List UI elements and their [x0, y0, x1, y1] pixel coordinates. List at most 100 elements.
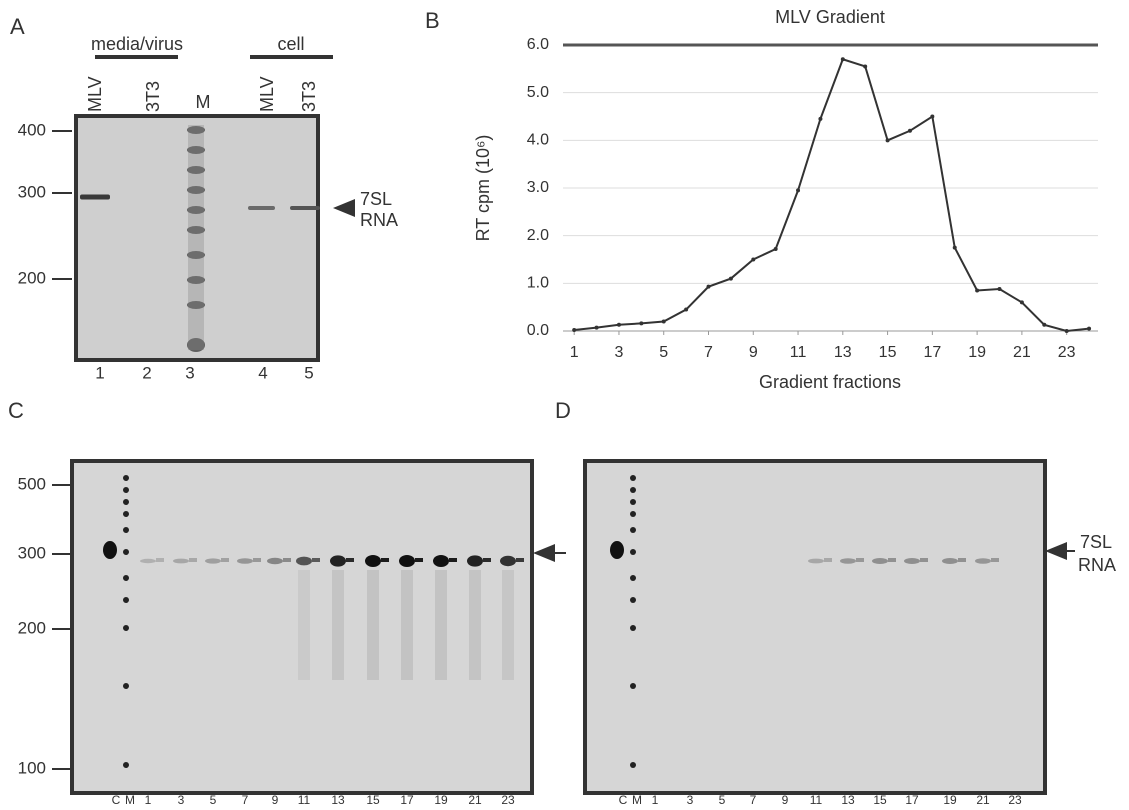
lane-number: 1 [95, 363, 104, 382]
data-point [706, 284, 711, 289]
gel-band-mid [221, 558, 229, 562]
x-tick-label: 1 [570, 344, 579, 361]
marker-band [123, 511, 129, 517]
x-tick-label: 9 [749, 344, 758, 361]
lane-label: 7 [242, 793, 249, 807]
marker-band [187, 186, 205, 194]
lane-label: 7 [750, 793, 757, 807]
marker-band [630, 683, 636, 689]
lane-label: 21 [468, 793, 482, 807]
marker-band [630, 625, 636, 631]
marker-band [630, 575, 636, 581]
gel-band-mid [516, 558, 524, 562]
gel-smear [298, 570, 310, 680]
lane-label: M [632, 793, 642, 807]
y-tick-label: 4.0 [527, 132, 549, 149]
data-point [639, 321, 644, 326]
data-point [594, 325, 599, 330]
data-point [997, 287, 1002, 292]
y-tick-label: 2.0 [527, 227, 549, 244]
x-tick-label: 21 [1013, 344, 1031, 361]
marker-band [187, 338, 205, 352]
data-point [751, 257, 756, 262]
marker-band [630, 487, 636, 493]
panel-label: A [10, 14, 25, 39]
marker-band [123, 597, 129, 603]
data-point [773, 247, 778, 252]
lane-label: 17 [905, 793, 919, 807]
gel [70, 459, 534, 795]
y-tick-label: 6.0 [527, 36, 549, 53]
lane-label: 3T3 [143, 81, 163, 112]
y-tick-label: 5.0 [527, 84, 549, 101]
gel-band-mid [283, 558, 291, 562]
arrow [1045, 542, 1067, 560]
lane-number: 2 [142, 363, 151, 382]
marker-smear [188, 125, 204, 350]
gel-band [942, 558, 958, 564]
data-point [930, 114, 935, 119]
control-band [610, 541, 624, 559]
gel-band [467, 555, 483, 567]
marker-band [123, 527, 129, 533]
lane-label: 11 [298, 793, 311, 807]
y-tick-label: 0.0 [527, 322, 549, 339]
lane-label: 3T3 [299, 81, 319, 112]
lane-label: 9 [272, 793, 279, 807]
gel-band [904, 558, 920, 564]
marker-band [187, 251, 205, 259]
data-point [661, 319, 666, 324]
control-band [103, 541, 117, 559]
marker-band [630, 511, 636, 517]
gel-band-mid [483, 558, 491, 562]
x-axis-label: Gradient fractions [759, 372, 901, 392]
lane-number: 5 [304, 363, 313, 382]
data-point [975, 288, 980, 293]
gel-band [205, 558, 221, 564]
lane-label: C [112, 793, 121, 807]
x-tick-label: 3 [615, 344, 624, 361]
lane-label: 15 [873, 793, 887, 807]
lane-label: 5 [719, 793, 726, 807]
lane-label: 13 [331, 793, 345, 807]
marker-band [123, 575, 129, 581]
group-label: cell [277, 34, 304, 54]
gel-band-mid [189, 558, 197, 562]
lane-label: 23 [501, 793, 515, 807]
marker-band [630, 549, 636, 555]
band-label: RNA [1078, 555, 1116, 575]
arrow [533, 544, 555, 562]
lane-label: MLV [85, 76, 105, 112]
marker-band [630, 762, 636, 768]
gel-band-mid [381, 558, 389, 562]
x-tick-label: 13 [834, 344, 852, 361]
band-label: RNA [360, 210, 398, 230]
lane-label: MLV [257, 76, 277, 112]
x-tick-label: 5 [659, 344, 668, 361]
data-point [572, 328, 577, 333]
data-point [1087, 326, 1092, 331]
size-marker-label: 300 [18, 543, 46, 562]
lane-label: 3 [687, 793, 694, 807]
marker-band [187, 166, 205, 174]
panel-label: D [555, 398, 571, 423]
x-tick-label: 11 [790, 344, 807, 361]
marker-band [630, 475, 636, 481]
gel-band [173, 558, 189, 564]
size-marker-label: 200 [18, 268, 46, 287]
lane-label: 23 [1008, 793, 1022, 807]
band-label: 7SL [1080, 532, 1112, 552]
gel-band [433, 555, 449, 567]
gel-smear [435, 570, 447, 680]
x-tick-label: 7 [704, 344, 713, 361]
size-marker-label: 500 [18, 474, 46, 493]
panel-label: B [425, 8, 440, 33]
gel-band [296, 556, 312, 566]
lane-label: 19 [943, 793, 957, 807]
gel-smear [502, 570, 514, 680]
gel-smear [367, 570, 379, 680]
marker-band [187, 301, 205, 309]
gel-band [248, 206, 275, 210]
band-label: 7SL [360, 189, 392, 209]
y-axis-label: RT cpm (10⁶) [473, 135, 493, 242]
